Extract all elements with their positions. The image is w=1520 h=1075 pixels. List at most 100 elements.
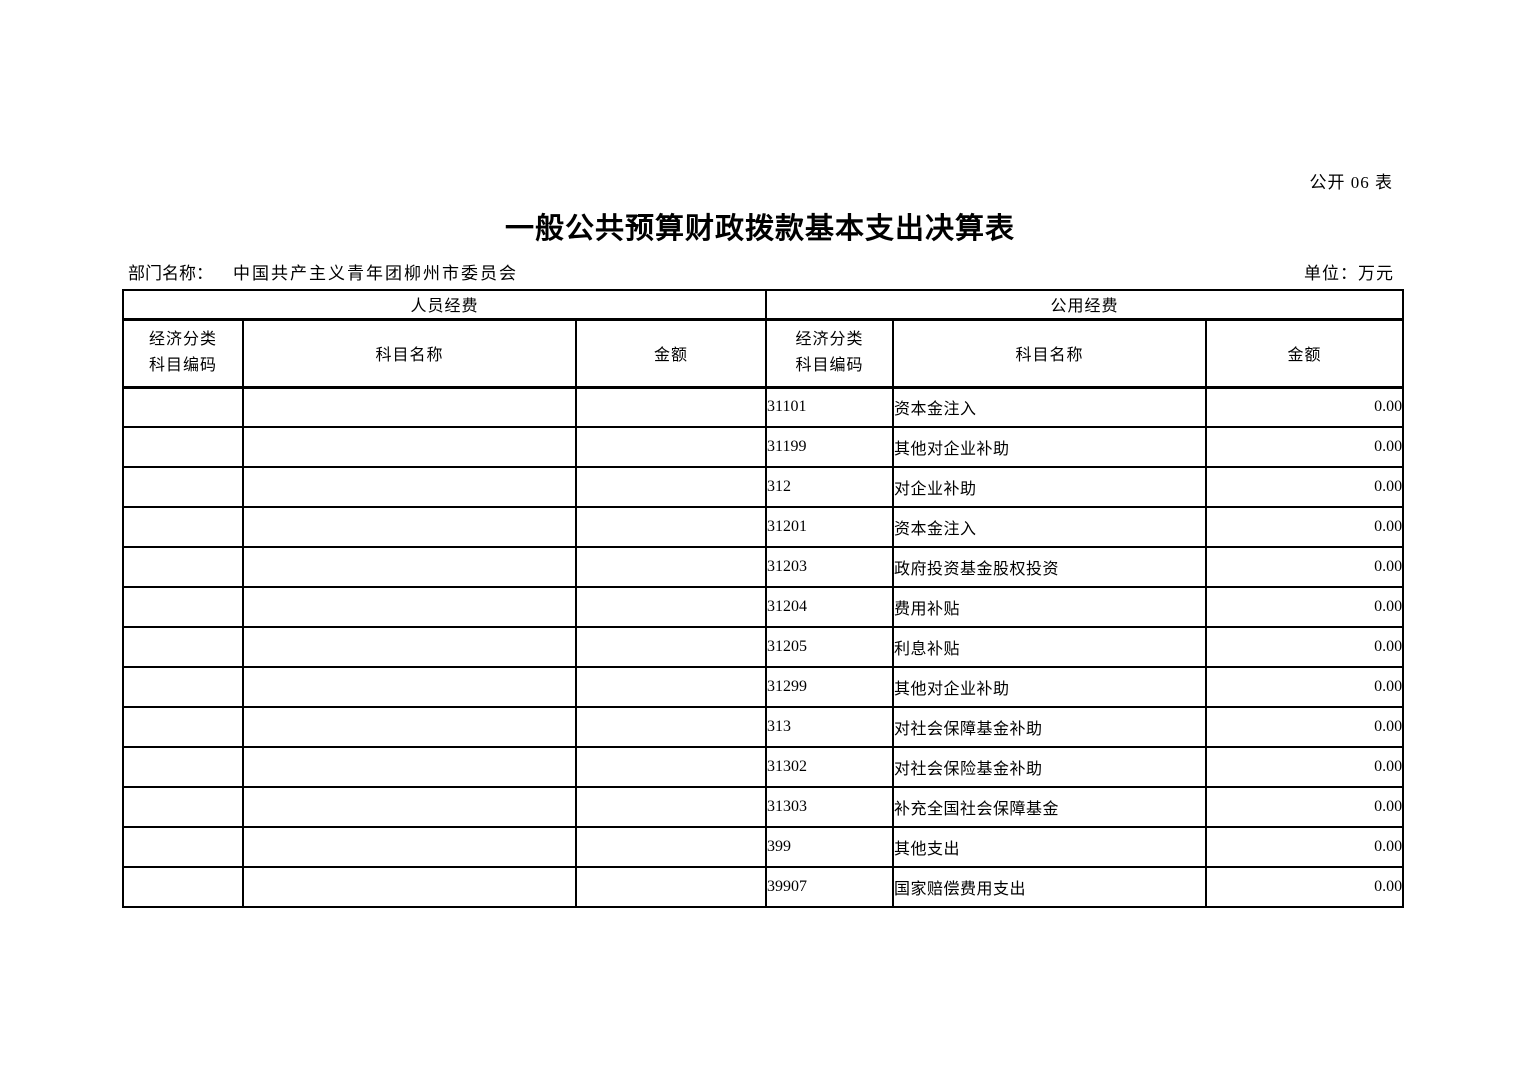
public-subject-cell: 其他对企业补助 bbox=[892, 666, 1208, 708]
table-row: 399 其他支出 0.00 bbox=[122, 826, 1405, 868]
public-amount-cell: 0.00 bbox=[1205, 586, 1405, 628]
table-row: 31204 费用补贴 0.00 bbox=[122, 586, 1405, 628]
public-group-header: 公用经费 bbox=[765, 289, 1405, 321]
personnel-amount-cell bbox=[574, 586, 768, 628]
personnel-code-cell bbox=[122, 626, 244, 668]
public-subject-cell: 利息补贴 bbox=[892, 626, 1208, 668]
public-subject-cell: 其他支出 bbox=[892, 826, 1208, 868]
public-subject-cell: 其他对企业补助 bbox=[892, 426, 1208, 468]
public-name-header: 科目名称 bbox=[892, 318, 1208, 389]
public-code-cell: 31302 bbox=[765, 746, 895, 788]
personnel-subject-cell bbox=[242, 746, 577, 788]
personnel-subject-cell bbox=[242, 826, 577, 868]
public-amount-cell: 0.00 bbox=[1205, 786, 1405, 828]
personnel-amount-cell bbox=[574, 826, 768, 868]
public-subject-cell: 补充全国社会保障基金 bbox=[892, 786, 1208, 828]
personnel-amount-cell bbox=[574, 386, 768, 428]
personnel-subject-cell bbox=[242, 706, 577, 748]
table-row: 31302 对社会保险基金补助 0.00 bbox=[122, 746, 1405, 788]
public-code-cell: 31203 bbox=[765, 546, 895, 588]
personnel-subject-cell bbox=[242, 786, 577, 828]
personnel-amount-cell bbox=[574, 626, 768, 668]
public-code-cell: 313 bbox=[765, 706, 895, 748]
department-label: 部门名称： bbox=[128, 264, 213, 283]
public-amount-cell: 0.00 bbox=[1205, 666, 1405, 708]
public-subject-cell: 对企业补助 bbox=[892, 466, 1208, 508]
public-code-cell: 39907 bbox=[765, 866, 895, 908]
table-row: 31299 其他对企业补助 0.00 bbox=[122, 666, 1405, 708]
public-amount-cell: 0.00 bbox=[1205, 866, 1405, 908]
department-name: 中国共产主义青年团柳州市委员会 bbox=[233, 264, 518, 283]
public-amount-header: 金额 bbox=[1205, 318, 1405, 389]
personnel-amount-cell bbox=[574, 746, 768, 788]
personnel-code-cell bbox=[122, 706, 244, 748]
table-row: 31303 补充全国社会保障基金 0.00 bbox=[122, 786, 1405, 828]
page-title: 一般公共预算财政拨款基本支出决算表 bbox=[504, 213, 1015, 245]
personnel-subject-cell bbox=[242, 546, 577, 588]
public-subject-cell: 国家赔偿费用支出 bbox=[892, 866, 1208, 908]
public-subject-cell: 政府投资基金股权投资 bbox=[892, 546, 1208, 588]
table-row: 313 对社会保障基金补助 0.00 bbox=[122, 706, 1405, 748]
public-amount-cell: 0.00 bbox=[1205, 706, 1405, 748]
public-amount-cell: 0.00 bbox=[1205, 546, 1405, 588]
public-amount-cell: 0.00 bbox=[1205, 826, 1405, 868]
public-subject-cell: 对社会保障基金补助 bbox=[892, 706, 1208, 748]
personnel-code-cell bbox=[122, 386, 244, 428]
personnel-code-cell bbox=[122, 826, 244, 868]
table-row: 31199 其他对企业补助 0.00 bbox=[122, 426, 1405, 468]
personnel-subject-cell bbox=[242, 506, 577, 548]
personnel-code-cell bbox=[122, 586, 244, 628]
personnel-amount-cell bbox=[574, 706, 768, 748]
column-header-row: 经济分类 科目编码 科目名称 金额 经济分类 科目编码 科目名称 金额 bbox=[122, 318, 1405, 389]
table-row: 39907 国家赔偿费用支出 0.00 bbox=[122, 866, 1405, 908]
personnel-subject-cell bbox=[242, 586, 577, 628]
personnel-name-header: 科目名称 bbox=[242, 318, 577, 389]
public-subject-cell: 费用补贴 bbox=[892, 586, 1208, 628]
personnel-code-cell bbox=[122, 426, 244, 468]
personnel-subject-cell bbox=[242, 666, 577, 708]
personnel-code-cell bbox=[122, 546, 244, 588]
public-code-cell: 31204 bbox=[765, 586, 895, 628]
public-amount-cell: 0.00 bbox=[1205, 626, 1405, 668]
public-code-cell: 31205 bbox=[765, 626, 895, 668]
public-amount-cell: 0.00 bbox=[1205, 746, 1405, 788]
public-subject-cell: 资本金注入 bbox=[892, 506, 1208, 548]
public-amount-cell: 0.00 bbox=[1205, 386, 1405, 428]
personnel-code-cell bbox=[122, 746, 244, 788]
table-row: 31201 资本金注入 0.00 bbox=[122, 506, 1405, 548]
personnel-amount-cell bbox=[574, 866, 768, 908]
table-row: 31101 资本金注入 0.00 bbox=[122, 386, 1405, 428]
public-code-cell: 31101 bbox=[765, 386, 895, 428]
personnel-amount-cell bbox=[574, 506, 768, 548]
personnel-code-cell bbox=[122, 506, 244, 548]
personnel-amount-cell bbox=[574, 426, 768, 468]
personnel-subject-cell bbox=[242, 866, 577, 908]
table-row: 31205 利息补贴 0.00 bbox=[122, 626, 1405, 668]
personnel-amount-cell bbox=[574, 786, 768, 828]
personnel-amount-cell bbox=[574, 466, 768, 508]
personnel-amount-cell bbox=[574, 546, 768, 588]
public-code-cell: 31199 bbox=[765, 426, 895, 468]
group-header-row: 人员经费 公用经费 bbox=[121, 289, 1405, 321]
table-row: 31203 政府投资基金股权投资 0.00 bbox=[122, 546, 1405, 588]
personnel-amount-header: 金额 bbox=[574, 318, 768, 389]
personnel-subject-cell bbox=[242, 426, 577, 468]
personnel-code-cell bbox=[122, 666, 244, 708]
public-amount-cell: 0.00 bbox=[1205, 426, 1405, 468]
public-code-cell: 31201 bbox=[765, 506, 895, 548]
public-code-cell: 31303 bbox=[765, 786, 895, 828]
doc-number-label: 公开 06 表 bbox=[1309, 173, 1393, 192]
personnel-code-cell bbox=[122, 786, 244, 828]
public-subject-cell: 资本金注入 bbox=[892, 386, 1208, 428]
personnel-subject-cell bbox=[242, 386, 577, 428]
personnel-code-header: 经济分类 科目编码 bbox=[122, 318, 244, 389]
expenditure-table: 人员经费 公用经费 经济分类 科目编码 科目名称 金额 经济分类 科目编码 科目… bbox=[121, 289, 1405, 908]
personnel-code-cell bbox=[122, 466, 244, 508]
public-subject-cell: 对社会保险基金补助 bbox=[892, 746, 1208, 788]
public-amount-cell: 0.00 bbox=[1205, 466, 1405, 508]
table-info-row: 部门名称： 中国共产主义青年团柳州市委员会 单位：万元 bbox=[122, 259, 1402, 284]
public-code-header: 经济分类 科目编码 bbox=[765, 318, 895, 389]
personnel-code-cell bbox=[122, 866, 244, 908]
public-amount-cell: 0.00 bbox=[1205, 506, 1405, 548]
